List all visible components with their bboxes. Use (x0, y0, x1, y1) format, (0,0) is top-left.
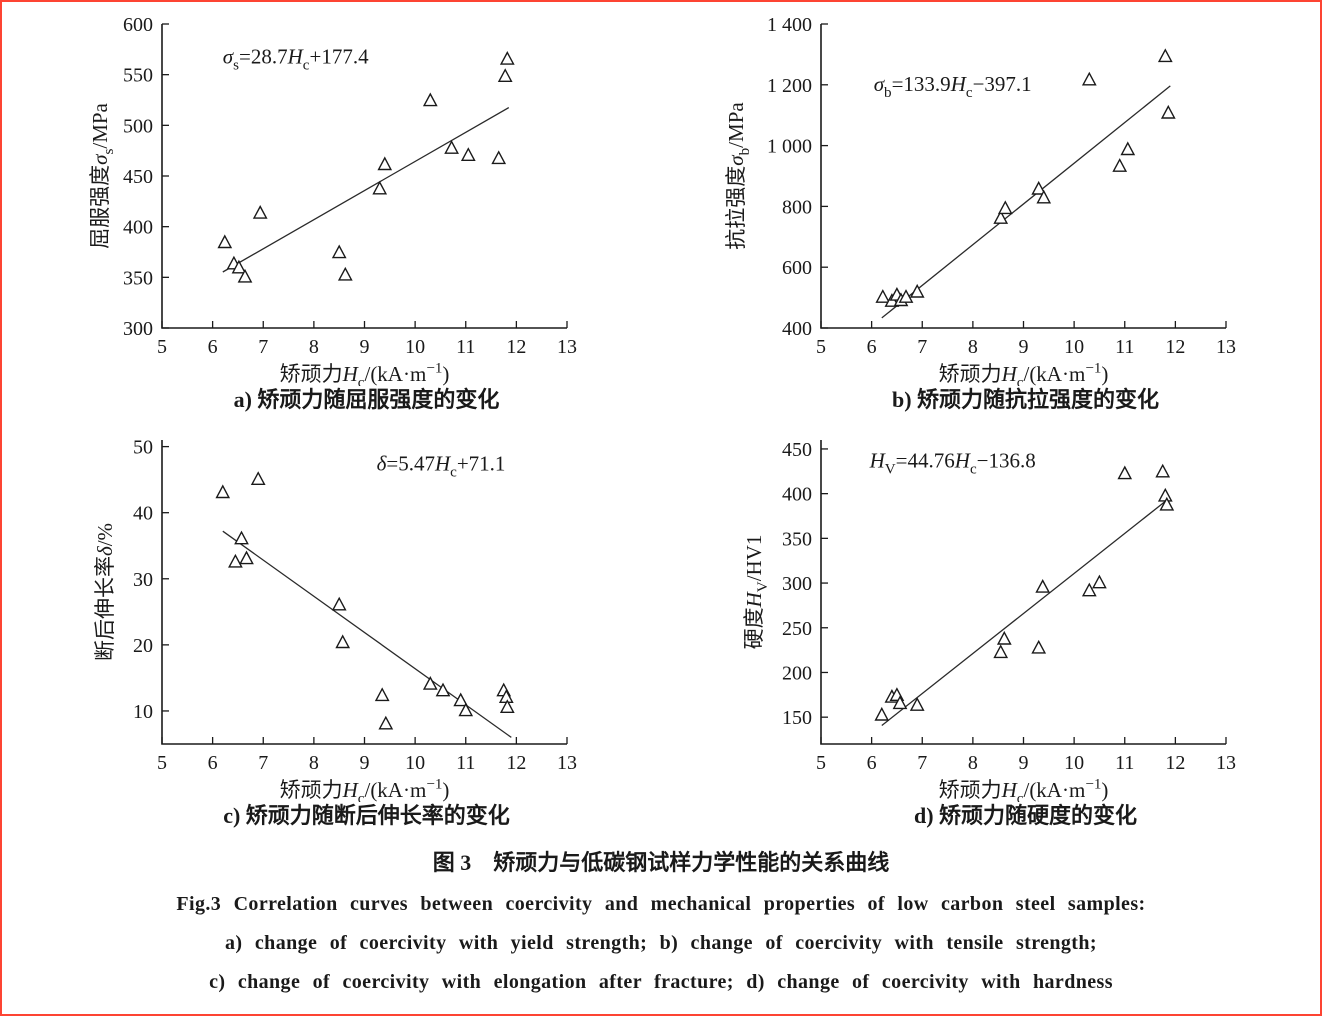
svg-text:8: 8 (309, 336, 319, 358)
panel-d: 5 6 7 8 9 10 11 12 13 150 200 250 300 350 400 450 HV=44.… (661, 424, 1320, 832)
svg-text:σs=28.7Hc+177.4: σs=28.7Hc+177.4 (223, 45, 369, 74)
svg-text:500: 500 (123, 115, 153, 137)
svg-text:300: 300 (123, 318, 153, 340)
chart-d-hardness: 5 6 7 8 9 10 11 12 13 150 200 250 300 350 400 450 HV=44.… (742, 439, 1236, 802)
svg-text:7: 7 (258, 336, 268, 358)
chart-c-caption: c) 矫顽力随断后伸长率的变化 (223, 803, 510, 828)
svg-text:7: 7 (258, 752, 268, 774)
svg-text:6: 6 (867, 752, 877, 774)
svg-text:40: 40 (133, 503, 153, 525)
svg-text:1 000: 1 000 (767, 136, 812, 158)
svg-text:6: 6 (208, 752, 218, 774)
svg-text:矫顽力Hc/(kA·m−1): 矫顽力Hc/(kA·m−1) (280, 777, 450, 802)
svg-text:屈服强度σs/MPa: 屈服强度σs/MPa (88, 102, 117, 248)
svg-text:450: 450 (123, 166, 153, 188)
svg-text:550: 550 (123, 65, 153, 87)
svg-text:10: 10 (405, 752, 425, 774)
panel-c: 5 6 7 8 9 10 11 12 13 10 20 30 40 50 δ=5.47Hc+71.1 矫顽力H… (2, 424, 661, 832)
svg-text:矫顽力Hc/(kA·m−1): 矫顽力Hc/(kA·m−1) (280, 361, 450, 386)
svg-text:6: 6 (208, 336, 218, 358)
figure-caption-en: Fig.3 Correlation curves between coerciv… (176, 893, 1146, 915)
svg-text:30: 30 (133, 569, 153, 591)
svg-text:12: 12 (1165, 336, 1185, 358)
charts-grid: 5 6 7 8 9 10 11 12 13 300 350 400 450 500 550 600 σs=28.… (2, 8, 1320, 832)
svg-text:断后伸长率δ/%: 断后伸长率δ/% (93, 523, 117, 661)
svg-text:600: 600 (123, 14, 153, 36)
svg-text:抗拉强度σb/MPa: 抗拉强度σb/MPa (724, 102, 753, 250)
svg-text:σb=133.9Hc−397.1: σb=133.9Hc−397.1 (874, 72, 1032, 101)
chart-a-caption: a) 矫顽力随屈服强度的变化 (233, 387, 500, 412)
svg-text:350: 350 (123, 267, 153, 289)
svg-text:8: 8 (309, 752, 319, 774)
svg-text:450: 450 (782, 439, 812, 461)
svg-text:50: 50 (133, 437, 153, 459)
svg-text:7: 7 (917, 336, 927, 358)
svg-text:400: 400 (782, 318, 812, 340)
svg-text:6: 6 (867, 336, 877, 358)
figure-caption-block: 图 3 矫顽力与低碳钢试样力学性能的关系曲线 Fig.3 Correlation… (2, 848, 1320, 995)
svg-text:20: 20 (133, 635, 153, 657)
svg-text:5: 5 (816, 752, 826, 774)
svg-text:11: 11 (456, 752, 475, 774)
chart-b-tensile-strength: 5 6 7 8 9 10 11 12 13 400 600 800 1 000 1 200 1 400 σb=… (724, 14, 1236, 386)
svg-text:9: 9 (1019, 336, 1029, 358)
svg-text:9: 9 (360, 336, 370, 358)
svg-text:1 400: 1 400 (767, 14, 812, 36)
chart-b-caption: b) 矫顽力随抗拉强度的变化 (891, 387, 1160, 412)
svg-text:12: 12 (506, 752, 526, 774)
svg-text:11: 11 (1115, 752, 1134, 774)
svg-text:300: 300 (782, 573, 812, 595)
svg-text:8: 8 (968, 336, 978, 358)
svg-text:5: 5 (816, 336, 826, 358)
panel-b: 5 6 7 8 9 10 11 12 13 400 600 800 1 000 1 200 1 400 σb=… (661, 8, 1320, 416)
svg-text:150: 150 (782, 707, 812, 729)
svg-text:13: 13 (1216, 336, 1236, 358)
figure-caption-en-line3: c) change of coercivity with elongation … (209, 971, 1113, 993)
svg-text:1 200: 1 200 (767, 75, 812, 97)
svg-text:350: 350 (782, 528, 812, 550)
svg-text:硬度HV/HV1: 硬度HV/HV1 (742, 535, 771, 650)
svg-text:HV=44.76Hc−136.8: HV=44.76Hc−136.8 (869, 448, 1036, 477)
svg-text:9: 9 (360, 752, 370, 774)
svg-text:5: 5 (157, 336, 167, 358)
svg-text:13: 13 (1216, 752, 1236, 774)
chart-a-yield-strength: 5 6 7 8 9 10 11 12 13 300 350 400 450 500 550 600 σs=28.… (88, 14, 577, 386)
svg-text:δ=5.47Hc+71.1: δ=5.47Hc+71.1 (377, 451, 506, 480)
panel-a: 5 6 7 8 9 10 11 12 13 300 350 400 450 500 550 600 σs=28.… (2, 8, 661, 416)
svg-text:7: 7 (917, 752, 927, 774)
svg-text:12: 12 (1165, 752, 1185, 774)
svg-text:矫顽力Hc/(kA·m−1): 矫顽力Hc/(kA·m−1) (939, 361, 1109, 386)
svg-text:200: 200 (782, 662, 812, 684)
figure-caption-en-line2: a) change of coercivity with yield stren… (225, 932, 1097, 954)
svg-text:10: 10 (1064, 752, 1084, 774)
svg-text:10: 10 (1064, 336, 1084, 358)
svg-text:400: 400 (782, 484, 812, 506)
svg-text:矫顽力Hc/(kA·m−1): 矫顽力Hc/(kA·m−1) (939, 777, 1109, 802)
svg-text:8: 8 (968, 752, 978, 774)
svg-text:13: 13 (557, 336, 577, 358)
figure-caption-zh: 图 3 矫顽力与低碳钢试样力学性能的关系曲线 (432, 850, 890, 875)
svg-text:13: 13 (557, 752, 577, 774)
svg-text:11: 11 (456, 336, 475, 358)
svg-text:9: 9 (1019, 752, 1029, 774)
svg-text:10: 10 (133, 701, 153, 723)
svg-text:5: 5 (157, 752, 167, 774)
svg-text:600: 600 (782, 257, 812, 279)
svg-text:10: 10 (405, 336, 425, 358)
chart-d-caption: d) 矫顽力随硬度的变化 (913, 803, 1138, 828)
svg-text:400: 400 (123, 217, 153, 239)
chart-c-elongation: 5 6 7 8 9 10 11 12 13 10 20 30 40 50 δ=5.47Hc+71.1 矫顽力H… (93, 437, 577, 802)
svg-text:800: 800 (782, 196, 812, 218)
svg-text:12: 12 (506, 336, 526, 358)
svg-text:250: 250 (782, 618, 812, 640)
svg-text:11: 11 (1115, 336, 1134, 358)
